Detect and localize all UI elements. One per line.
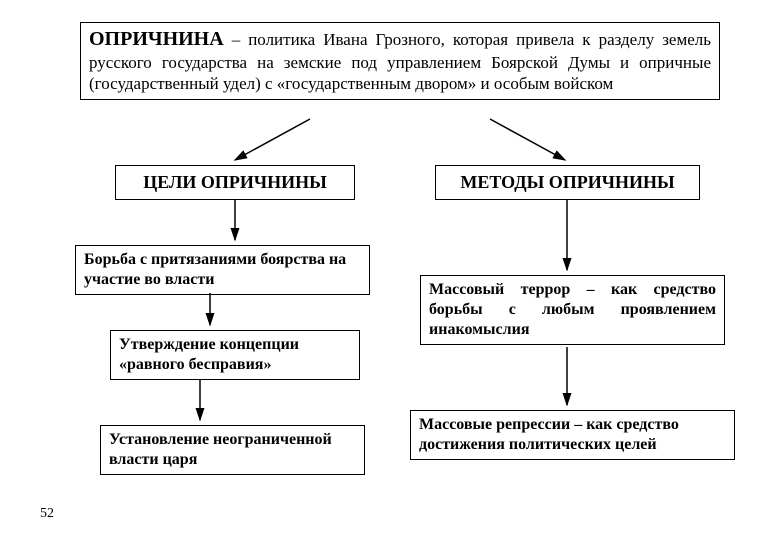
left-box-2: Утверждение концепции «равного бесправия… — [110, 330, 360, 380]
left-header: ЦЕЛИ ОПРИЧНИНЫ — [115, 165, 355, 200]
right-box-2: Массовые репрессии – как средство достиж… — [410, 410, 735, 460]
right-box-1: Массовый террор – как средство борьбы с … — [420, 275, 725, 345]
right-header: МЕТОДЫ ОПРИЧНИНЫ — [435, 165, 700, 200]
left-box-1: Борьба с притязаниями боярства на участи… — [75, 245, 370, 295]
definition-title: ОПРИЧНИНА — [89, 28, 224, 50]
definition-box: ОПРИЧНИНА – политика Ивана Грозного, кот… — [80, 22, 720, 100]
page-number: 52 — [40, 506, 54, 522]
left-box-3: Установление неограниченной власти царя — [100, 425, 365, 475]
